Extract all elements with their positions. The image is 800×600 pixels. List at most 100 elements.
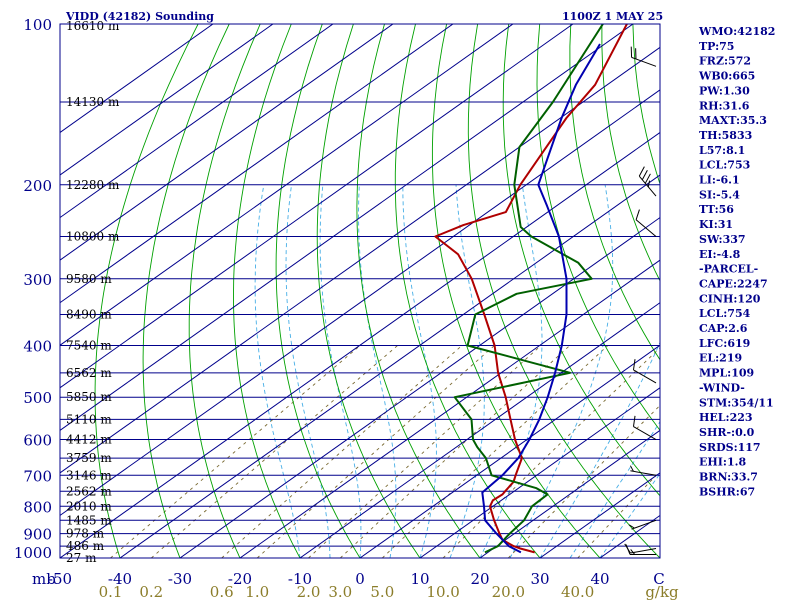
temperature-profile-line	[434, 24, 628, 554]
temperature-unit-label: C	[653, 570, 664, 588]
pressure-tick-label: 600	[23, 432, 52, 450]
isotherm-line	[60, 24, 334, 219]
wind-barb	[638, 166, 657, 197]
sounding-profiles	[434, 24, 628, 554]
index-line: FRZ:572	[699, 55, 751, 68]
wind-barb	[632, 359, 657, 384]
index-line: CINH:120	[699, 292, 761, 305]
height-label: 5850 m	[66, 390, 112, 404]
isotherm-line	[60, 24, 514, 346]
observation-time: 1100Z 1 MAY 25	[562, 10, 663, 23]
isotherm-line	[60, 24, 214, 134]
pressure-tick-label: 700	[23, 467, 52, 485]
isotherm-line	[60, 89, 660, 517]
station-title: VIDD (42182) Sounding	[65, 10, 214, 23]
temperature-tick-label: -30	[168, 570, 192, 588]
isotherms	[60, 24, 660, 558]
height-label: 9580 m	[66, 272, 112, 286]
index-line: LI:-6.1	[699, 174, 740, 187]
mixing-ratio-unit-label: g/kg	[645, 583, 679, 600]
wind-barbs	[624, 46, 657, 555]
pressure-tick-label: 900	[23, 526, 52, 544]
index-line: SI:-5.4	[699, 188, 740, 201]
pressure-tick-label: 200	[23, 177, 52, 195]
index-line: LCL:753	[699, 159, 750, 172]
height-label: 14130 m	[66, 95, 120, 109]
temperature-tick-label: -50	[48, 570, 72, 588]
pressure-tick-label: 400	[23, 338, 52, 356]
pressure-tick-label: 100	[23, 16, 52, 34]
moist-adiabat-line	[539, 341, 660, 558]
isotherm-line	[60, 46, 660, 474]
isotherm-line	[60, 24, 454, 304]
index-line: LFC:619	[699, 337, 750, 350]
isotherm-line	[60, 24, 394, 261]
temperature-tick-label: 40	[590, 570, 609, 588]
mixing-ratio-tick-label: 0.1	[99, 583, 123, 600]
isotherm-line	[179, 216, 660, 558]
mixing-ratio-tick-label: 2.0	[297, 583, 321, 600]
temperature-axis-labels: mb-50 -40 -30 -20 -10 0 10 20 30 40 C	[32, 570, 665, 588]
mixing-ratio-tick-label: 0.6	[210, 583, 234, 600]
height-label: 978 m	[66, 527, 105, 541]
isotherm-line	[419, 387, 660, 558]
index-line: BSHR:67	[699, 485, 755, 498]
temperature-tick-label: 30	[530, 570, 549, 588]
isotherm-line	[299, 302, 660, 558]
temperature-tick-label: 20	[470, 570, 489, 588]
index-line: SHR-:0.0	[699, 426, 755, 439]
isotherm-line	[60, 24, 574, 389]
index-line: CAP:2.6	[699, 322, 748, 335]
pressure-unit-label: mb	[32, 570, 56, 588]
wind-barb	[635, 209, 657, 237]
height-labels: 16610 m 14130 m 12280 m 10800 m 9580 m 8490 m…	[66, 19, 120, 565]
mixing-ratio-tick-label: 5.0	[370, 583, 394, 600]
isotherm-line	[479, 429, 660, 558]
index-line: SW:337	[699, 233, 746, 246]
isotherm-line	[119, 174, 660, 558]
pressure-tick-label: 300	[23, 271, 52, 289]
temperature-tick-label: -20	[228, 570, 252, 588]
moist-adiabat-line	[449, 184, 485, 558]
height-label: 12280 m	[66, 178, 120, 192]
index-line: TT:56	[699, 203, 734, 216]
index-line: PW:1.30	[699, 84, 750, 97]
index-line: EL:219	[699, 352, 742, 365]
mixing-ratio-tick-label: 40.0	[561, 583, 594, 600]
height-label: 5110 m	[66, 412, 112, 426]
index-line: STM:354/11	[699, 396, 774, 409]
height-label: 1485 m	[66, 513, 112, 527]
temperature-tick-label: -10	[288, 570, 312, 588]
index-line: MPL:109	[699, 367, 754, 380]
index-line: -WIND-	[699, 381, 745, 394]
index-line: CAPE:2247	[699, 277, 768, 290]
index-line: SRDS:117	[699, 441, 761, 454]
isotherm-line	[60, 131, 660, 558]
temperature-tick-label: -40	[108, 570, 132, 588]
pressure-tick-label: 500	[23, 389, 52, 407]
height-label: 6562 m	[66, 366, 112, 380]
index-line: MAXT:35.3	[699, 114, 767, 127]
pressure-tick-label: 1000	[14, 544, 52, 562]
index-line: EHI:1.8	[699, 456, 746, 469]
height-label: 16610 m	[66, 19, 120, 33]
mixing-ratio-tick-label: 20.0	[492, 583, 525, 600]
temperature-tick-label: 0	[355, 570, 365, 588]
temperature-tick-label: 10	[410, 570, 429, 588]
mixing-ratio-tick-label: 3.0	[328, 583, 352, 600]
wind-barb	[632, 415, 657, 440]
index-line: L57:8.1	[699, 144, 745, 157]
dewpoint-profile-line	[453, 24, 604, 554]
height-label: 2562 m	[66, 484, 112, 498]
height-label: 3759 m	[66, 451, 112, 465]
plot-frame	[59, 23, 661, 559]
height-label: 4412 m	[66, 433, 112, 447]
height-label: 7540 m	[66, 339, 112, 353]
index-line: KI:31	[699, 218, 733, 231]
height-label: 2010 m	[66, 499, 112, 513]
pressure-tick-label: 800	[23, 498, 52, 516]
